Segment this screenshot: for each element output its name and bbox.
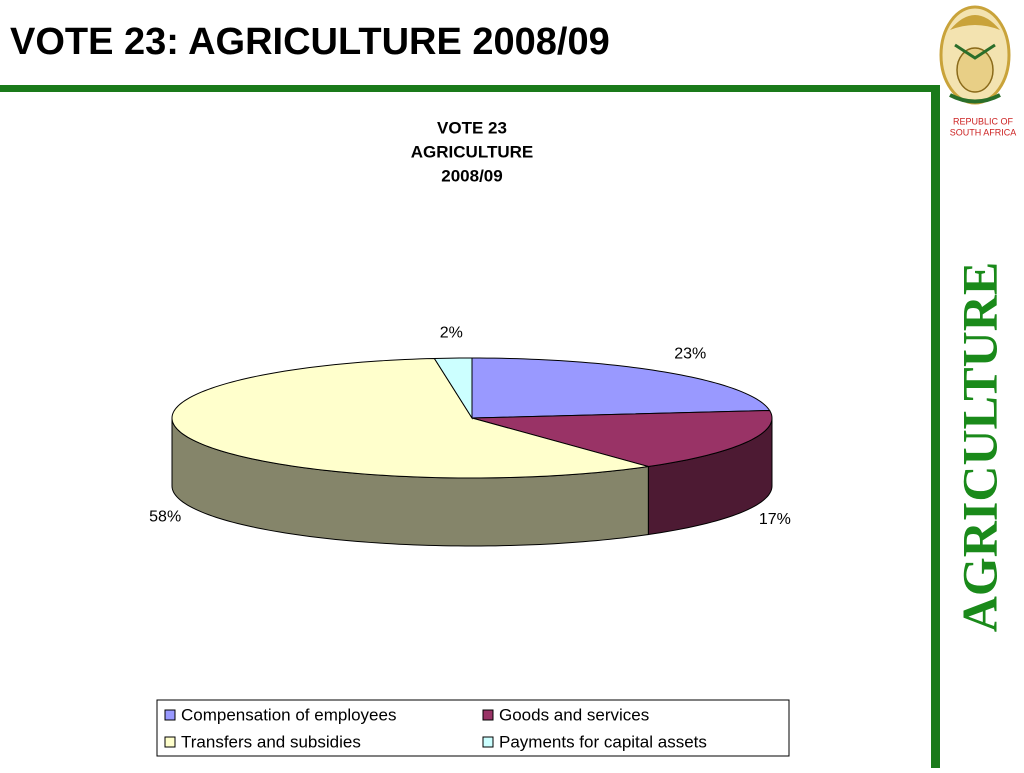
- logo-line: SOUTH AFRICA: [950, 127, 1017, 137]
- pie-slice: [171, 357, 649, 479]
- legend-swatch: [482, 709, 494, 721]
- legend-label: Compensation of employees: [181, 705, 396, 724]
- legend-box: [156, 699, 790, 757]
- legend-label: Transfers and subsidies: [181, 732, 361, 751]
- chart: VOTE 23 AGRICULTURE 2008/09 23% 17% 58% 2% Comp…: [149, 118, 791, 757]
- chart-title: 2008/09: [441, 166, 502, 185]
- legend-swatch: [164, 736, 176, 748]
- slide-title: VOTE 23: AGRICULTURE 2008/09: [10, 21, 610, 63]
- legend-swatch: [164, 709, 176, 721]
- side-label: AGRICULTURE: [951, 262, 1007, 632]
- chart-title: VOTE 23: [437, 118, 507, 137]
- pie-slice: [433, 357, 473, 420]
- data-label: 2%: [440, 324, 463, 341]
- legend-swatch: [482, 736, 494, 748]
- pie-slice: [471, 357, 771, 419]
- legend-label: Goods and services: [499, 705, 649, 724]
- emblem: [939, 5, 1011, 105]
- chart-title: AGRICULTURE: [411, 142, 533, 161]
- logo-line: REPUBLIC OF: [953, 116, 1014, 126]
- data-label: 58%: [149, 509, 181, 526]
- data-label: 17%: [759, 511, 791, 528]
- top-rule: [0, 85, 940, 92]
- data-label: 23%: [674, 345, 706, 362]
- legend-label: Payments for capital assets: [499, 732, 707, 751]
- pie-slice: [471, 409, 773, 468]
- side-rule: [931, 85, 940, 768]
